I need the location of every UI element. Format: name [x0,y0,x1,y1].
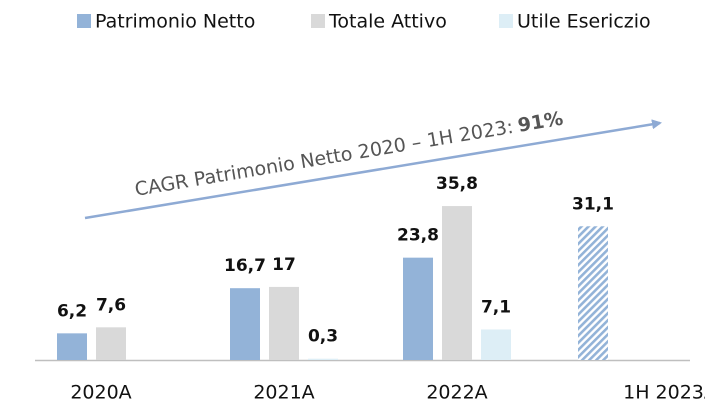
data-label: 6,2 [57,301,87,321]
legend-swatch [499,14,513,28]
data-label: 16,7 [224,256,266,276]
data-label: 7,1 [481,297,511,317]
data-label: 17 [272,255,296,275]
annotation-value: 91% [516,107,564,136]
legend-label: Patrimonio Netto [95,11,255,33]
bar [57,333,87,360]
bar [308,358,338,360]
bar [442,206,472,360]
data-label: 7,6 [96,295,126,315]
bar [96,327,126,360]
data-label: 31,1 [572,194,614,214]
x-tick-label: 2021A [253,382,314,404]
bar [403,257,433,360]
data-label: 0,3 [308,327,338,347]
cagr-annotation: CAGR Patrimonio Netto 2020 – 1H 2023:91% [133,107,565,200]
bar [269,286,299,360]
x-tick-label: 1H 2023A [623,382,705,404]
x-tick-label: 2020A [70,382,131,404]
data-label: 23,8 [397,226,439,246]
legend-label: Utile Esericzio [517,11,651,33]
bar [578,226,608,360]
bar [230,288,260,360]
cagr-arrow [84,119,662,220]
x-tick-label: 2022A [426,382,487,404]
data-label: 35,8 [436,174,478,194]
legend-swatch [311,14,325,28]
legend-label: Totale Attivo [328,11,447,33]
legend-swatch [77,14,91,28]
bar [481,329,511,360]
